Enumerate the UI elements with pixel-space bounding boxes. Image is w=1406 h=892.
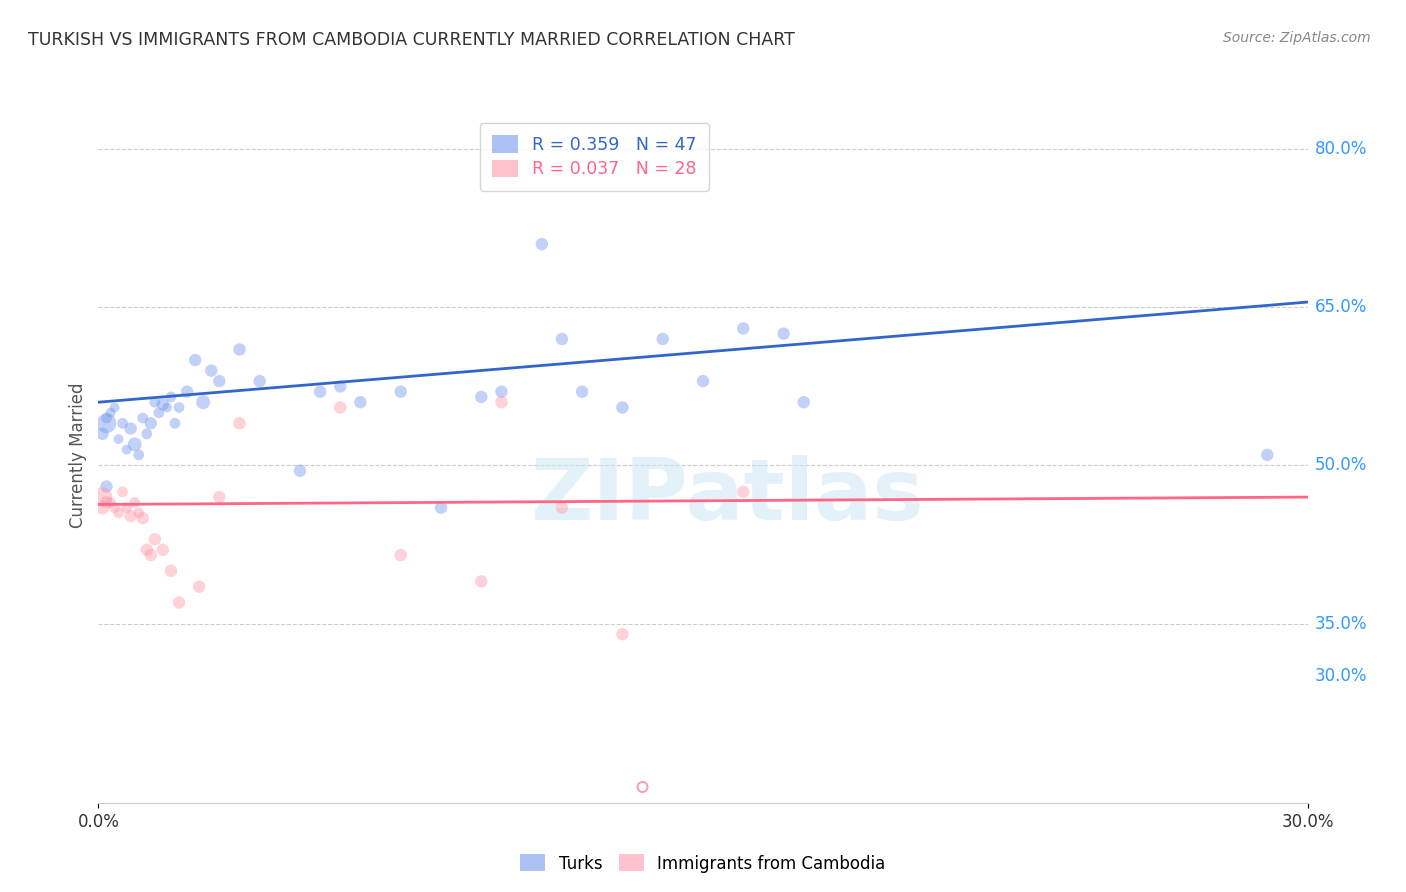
- Point: [128, 506, 150, 520]
- Point: [107, 432, 129, 446]
- Point: [103, 401, 125, 415]
- Point: [163, 417, 186, 431]
- Point: [571, 384, 593, 399]
- Point: [91, 426, 114, 441]
- Point: [103, 500, 125, 515]
- Point: [470, 390, 492, 404]
- Point: [124, 495, 146, 509]
- Point: [100, 495, 122, 509]
- Point: [389, 548, 412, 562]
- Point: [107, 506, 129, 520]
- Point: [208, 374, 231, 388]
- Point: [143, 395, 166, 409]
- Y-axis label: Currently Married: Currently Married: [69, 382, 87, 528]
- Point: [167, 401, 190, 415]
- Point: [329, 379, 352, 393]
- Text: Source: ZipAtlas.com: Source: ZipAtlas.com: [1223, 31, 1371, 45]
- Point: [100, 406, 122, 420]
- Point: [793, 395, 815, 409]
- Text: TURKISH VS IMMIGRANTS FROM CAMBODIA CURRENTLY MARRIED CORRELATION CHART: TURKISH VS IMMIGRANTS FROM CAMBODIA CURR…: [28, 31, 794, 49]
- Point: [120, 509, 142, 524]
- Point: [152, 542, 174, 557]
- Point: [470, 574, 492, 589]
- Point: [491, 384, 513, 399]
- Point: [631, 780, 654, 794]
- Point: [530, 237, 553, 252]
- Point: [176, 384, 198, 399]
- Point: [349, 395, 371, 409]
- Text: 30.0%: 30.0%: [1315, 667, 1367, 685]
- Point: [152, 397, 174, 411]
- Point: [249, 374, 271, 388]
- Point: [96, 479, 118, 493]
- Point: [631, 780, 654, 794]
- Point: [96, 495, 118, 509]
- Point: [772, 326, 794, 341]
- Point: [135, 426, 157, 441]
- Point: [288, 464, 311, 478]
- Point: [208, 490, 231, 504]
- Point: [651, 332, 673, 346]
- Point: [132, 511, 155, 525]
- Point: [124, 437, 146, 451]
- Point: [167, 595, 190, 609]
- Point: [329, 401, 352, 415]
- Point: [228, 417, 250, 431]
- Point: [551, 332, 574, 346]
- Legend: R = 0.359   N = 47, R = 0.037   N = 28: R = 0.359 N = 47, R = 0.037 N = 28: [479, 123, 709, 191]
- Point: [612, 401, 634, 415]
- Text: 65.0%: 65.0%: [1315, 298, 1367, 317]
- Point: [128, 448, 150, 462]
- Point: [430, 500, 453, 515]
- Point: [111, 484, 134, 499]
- Point: [160, 564, 183, 578]
- Point: [389, 384, 412, 399]
- Point: [612, 627, 634, 641]
- Point: [135, 542, 157, 557]
- Point: [115, 442, 138, 457]
- Point: [139, 548, 162, 562]
- Point: [148, 406, 170, 420]
- Point: [200, 363, 222, 377]
- Point: [91, 500, 114, 515]
- Point: [228, 343, 250, 357]
- Point: [184, 353, 207, 368]
- Point: [692, 374, 714, 388]
- Text: 80.0%: 80.0%: [1315, 140, 1367, 158]
- Point: [96, 411, 118, 425]
- Point: [193, 395, 215, 409]
- Point: [111, 417, 134, 431]
- Text: 35.0%: 35.0%: [1315, 615, 1367, 632]
- Point: [733, 321, 755, 335]
- Point: [1256, 448, 1278, 462]
- Point: [188, 580, 211, 594]
- Point: [160, 390, 183, 404]
- Point: [115, 500, 138, 515]
- Legend: Turks, Immigrants from Cambodia: Turks, Immigrants from Cambodia: [513, 847, 893, 880]
- Text: 50.0%: 50.0%: [1315, 457, 1367, 475]
- Point: [551, 500, 574, 515]
- Point: [143, 533, 166, 547]
- Point: [96, 417, 118, 431]
- Point: [309, 384, 332, 399]
- Point: [491, 395, 513, 409]
- Point: [120, 421, 142, 435]
- Point: [733, 484, 755, 499]
- Point: [156, 401, 179, 415]
- Point: [139, 417, 162, 431]
- Point: [91, 490, 114, 504]
- Text: ZIPatlas: ZIPatlas: [530, 455, 924, 538]
- Point: [132, 411, 155, 425]
